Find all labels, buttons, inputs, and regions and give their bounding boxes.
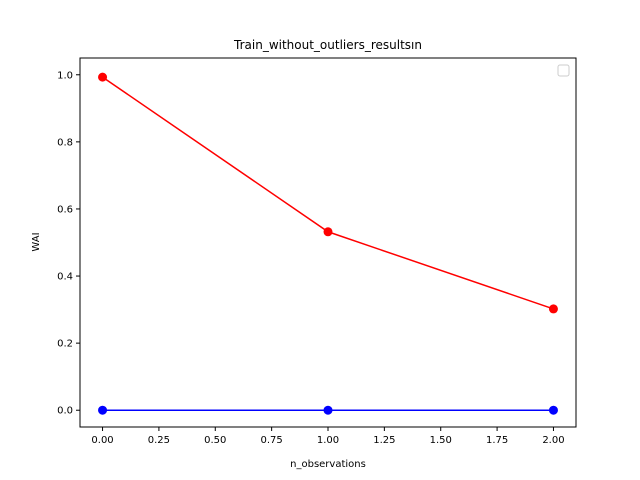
x-axis-label: n_observations: [290, 459, 366, 470]
series-0-point: [323, 227, 333, 237]
series-1-point: [98, 405, 108, 415]
chart-title: Train_without_outliers_resultsın: [233, 38, 422, 52]
x-tick-label: 0.00: [91, 435, 113, 446]
legend-box: [557, 64, 570, 77]
x-tick-label: 1.50: [430, 435, 452, 446]
x-tick-label: 0.25: [148, 435, 170, 446]
x-tick-label: 2.00: [542, 435, 564, 446]
y-tick-label: 0.8: [57, 137, 73, 148]
series-1-point: [548, 405, 558, 415]
y-tick-label: 0.4: [57, 272, 73, 283]
y-axis-label: WAI: [31, 232, 42, 251]
series-0-point: [548, 304, 558, 314]
x-tick-label: 0.75: [261, 435, 283, 446]
plot-area: [98, 72, 558, 415]
x-tick-label: 1.00: [317, 435, 339, 446]
y-tick-label: 1.0: [57, 70, 73, 81]
series-0-point: [98, 72, 108, 82]
x-tick-label: 1.75: [486, 435, 508, 446]
y-tick-label: 0.6: [57, 204, 73, 215]
y-tick-label: 0.2: [57, 339, 73, 350]
x-tick-label: 1.25: [373, 435, 395, 446]
y-tick-label: 0.0: [57, 406, 73, 417]
x-tick-label: 0.50: [204, 435, 226, 446]
y-axis: 0.0 0.2 0.4 0.6 0.8 1.0: [57, 70, 80, 417]
series-1-point: [323, 405, 333, 415]
x-axis: 0.00 0.25 0.50 0.75 1.00 1.25 1.50 1.75 2.00: [91, 427, 565, 446]
